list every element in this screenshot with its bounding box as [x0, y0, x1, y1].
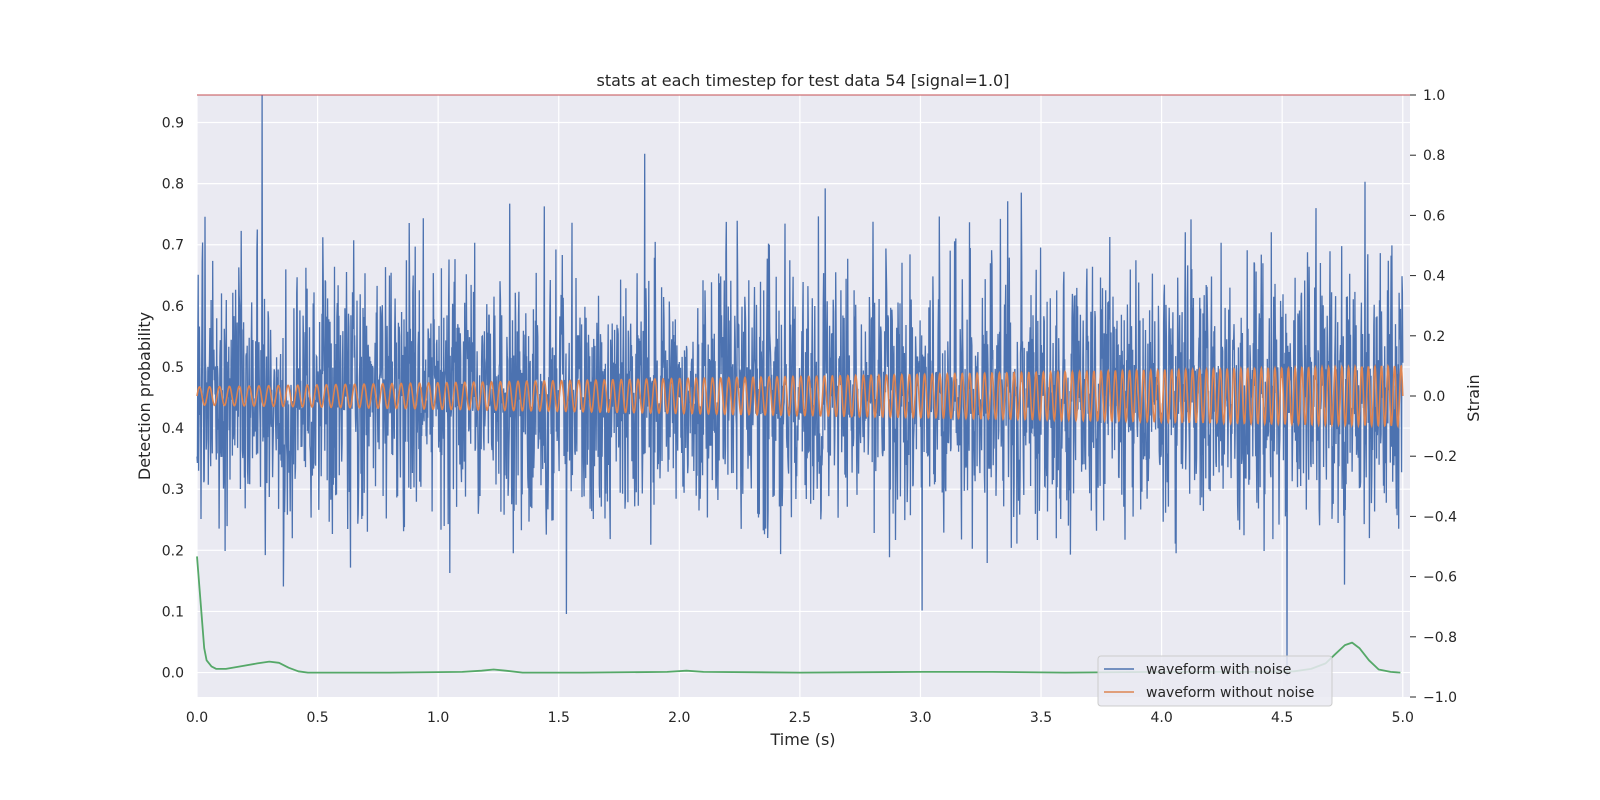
x-tick-label-8: 4.0 [1150, 710, 1172, 726]
x-tick-label-10: 5.0 [1392, 710, 1414, 726]
y-right-tick-label-6: 0.2 [1423, 329, 1445, 345]
y-right-tick-label-4: −0.2 [1423, 449, 1457, 465]
y-left-tick-label-2: 0.2 [162, 543, 184, 559]
x-tick-label-0: 0.0 [186, 710, 208, 726]
series-layer [196, 94, 1410, 676]
x-tick-label-9: 4.5 [1271, 710, 1293, 726]
legend: waveform with noise waveform without noi… [1097, 655, 1333, 707]
y-left-tick-label-7: 0.7 [162, 238, 184, 254]
y-left-axis-title: Detection probability [135, 312, 154, 480]
y-left-tick-label-6: 0.6 [162, 299, 184, 315]
x-tick-label-7: 3.5 [1030, 710, 1052, 726]
y-right-tick-label-3: −0.4 [1423, 509, 1457, 525]
legend-box [1097, 655, 1333, 707]
x-tick-label-3: 1.5 [548, 710, 570, 726]
y-right-tick-label-8: 0.6 [1423, 208, 1445, 224]
y-left-tick-label-9: 0.9 [162, 116, 184, 132]
x-tick-label-5: 2.5 [789, 710, 811, 726]
series-detection-probability [196, 556, 1401, 674]
y-left-tick-label-3: 0.3 [162, 482, 184, 498]
x-tick-label-1: 0.5 [306, 710, 328, 726]
legend-label-waveform-without-noise: waveform without noise [1146, 685, 1314, 701]
x-tick-label-2: 1.0 [427, 710, 449, 726]
y-right-tick-labels: −1.0 −0.8 −0.6 −0.4 −0.2 0.0 0.2 0.4 0.6 0.8 1.0 [1410, 88, 1457, 706]
x-axis-title: Time (s) [769, 730, 835, 749]
x-tick-label-6: 3.0 [909, 710, 931, 726]
y-left-tick-label-4: 0.4 [162, 421, 184, 437]
y-right-tick-label-9: 0.8 [1423, 148, 1445, 164]
series-waveform-with-noise [196, 94, 1404, 676]
chart-title: stats at each timestep for test data 54 … [597, 71, 1010, 90]
y-left-tick-labels: 0.0 0.1 0.2 0.3 0.4 0.5 0.6 0.7 0.8 0.9 [162, 116, 184, 682]
legend-label-waveform-with-noise: waveform with noise [1146, 662, 1291, 678]
y-left-tick-label-1: 0.1 [162, 604, 184, 620]
y-left-tick-label-0: 0.0 [162, 666, 184, 682]
y-left-tick-label-8: 0.8 [162, 177, 184, 193]
y-right-axis-title: Strain [1464, 374, 1483, 421]
y-left-tick-label-5: 0.5 [162, 360, 184, 376]
y-right-tick-label-7: 0.4 [1423, 269, 1445, 285]
x-tick-labels: 0.0 0.5 1.0 1.5 2.0 2.5 3.0 3.5 4.0 4.5 5.0 [186, 710, 1414, 726]
y-right-tick-label-2: −0.6 [1423, 570, 1457, 586]
y-right-tick-label-0: −1.0 [1423, 690, 1457, 706]
y-right-tick-label-1: −0.8 [1423, 630, 1457, 646]
x-tick-label-4: 2.0 [668, 710, 690, 726]
series-waveform-without-noise [196, 363, 1404, 429]
y-right-tick-label-5: 0.0 [1423, 389, 1445, 405]
y-right-tick-label-10: 1.0 [1423, 88, 1445, 104]
